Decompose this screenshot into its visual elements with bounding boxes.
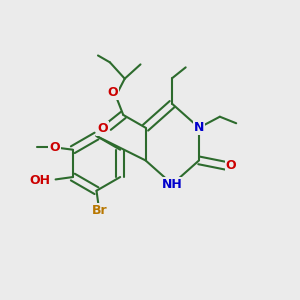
Text: Br: Br [92,204,107,217]
Text: O: O [226,159,236,172]
Text: O: O [107,86,118,99]
Text: N: N [194,121,204,134]
Text: OH: OH [29,173,50,187]
Text: O: O [49,141,60,154]
Text: NH: NH [162,178,183,191]
Text: O: O [97,122,108,135]
